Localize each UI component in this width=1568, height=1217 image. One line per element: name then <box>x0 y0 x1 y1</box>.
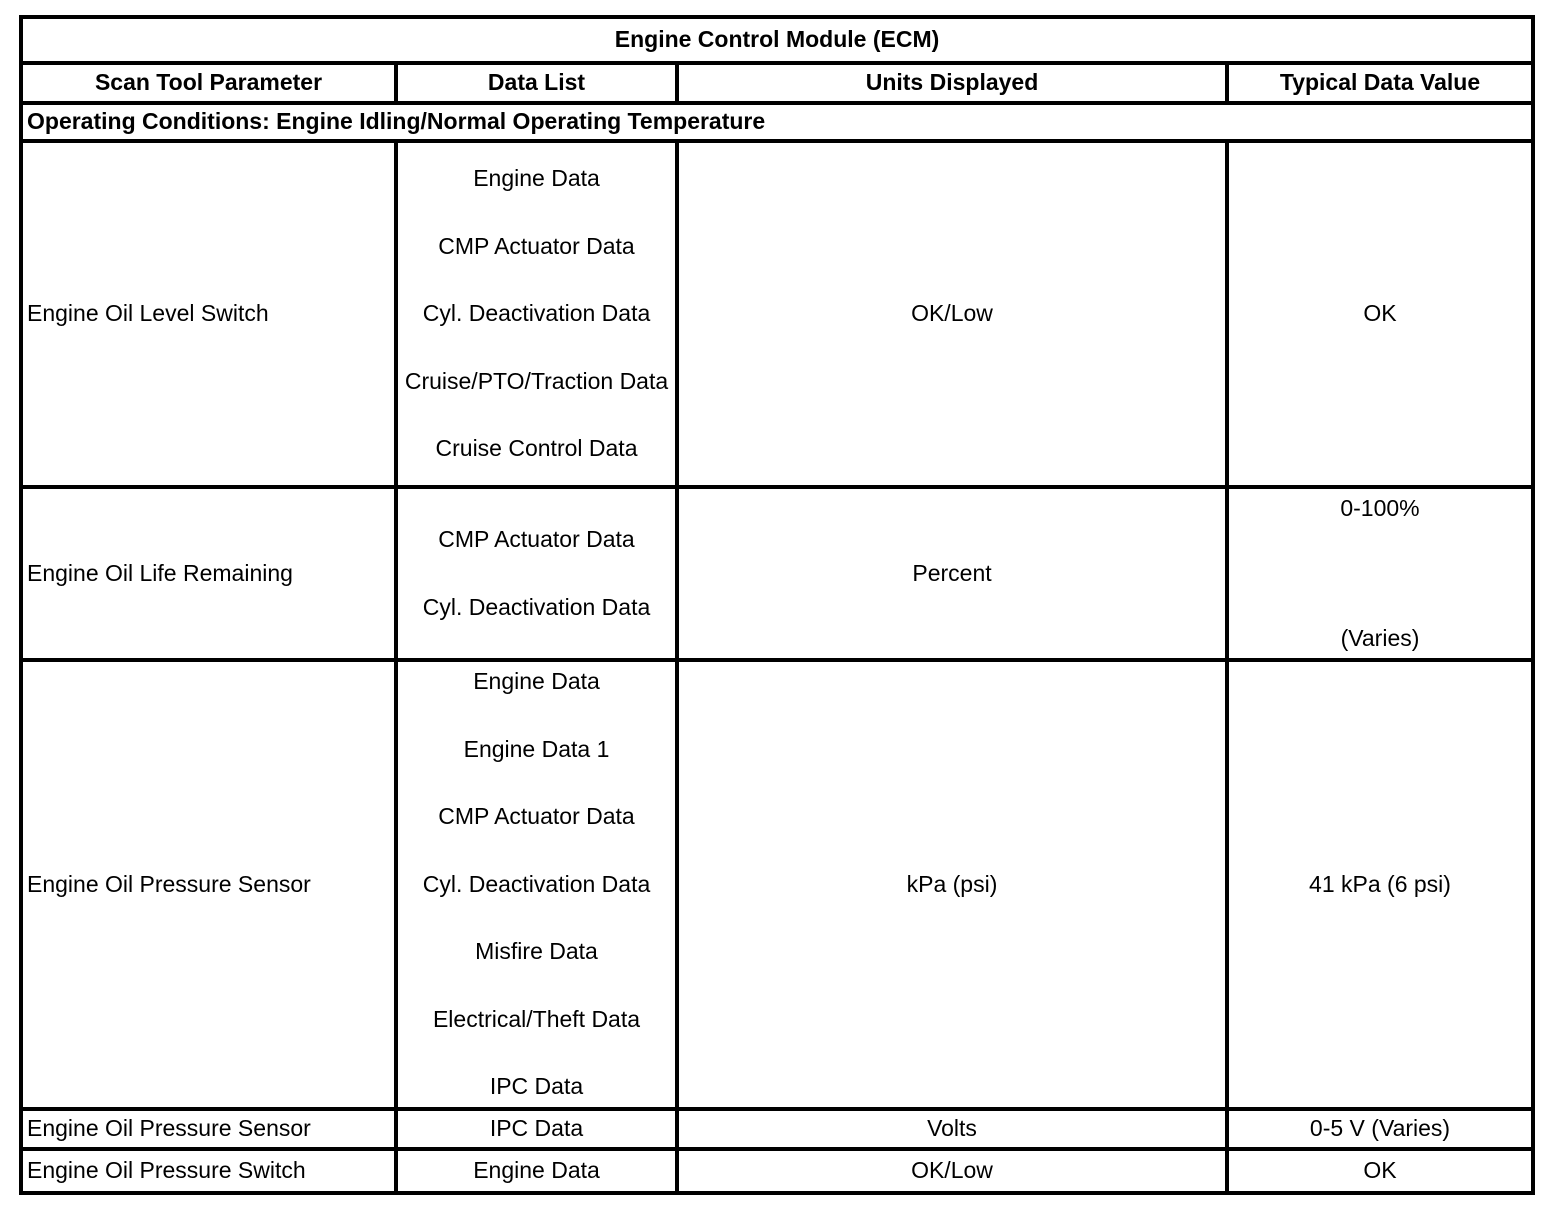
data-list-item: CMP Actuator Data <box>438 803 635 830</box>
cell-typical-value: 0-100% (Varies) <box>1224 485 1536 662</box>
data-list-item: Misfire Data <box>475 938 598 965</box>
typical-value-bottom: (Varies) <box>1340 624 1420 651</box>
cell-typical-value: 0-5 V (Varies) <box>1224 1107 1536 1151</box>
column-header-scan-tool-parameter: Scan Tool Parameter <box>19 61 398 105</box>
column-header-data-list: Data List <box>394 61 679 105</box>
cell-parameter: Engine Oil Pressure Switch <box>19 1147 398 1195</box>
cell-data-list: CMP Actuator Data Cyl. Deactivation Data <box>394 485 679 662</box>
typical-value-top: 0-100% <box>1340 494 1420 521</box>
data-list: Engine Data CMP Actuator Data Cyl. Deact… <box>400 165 673 463</box>
table-row: Engine Oil Pressure Sensor IPC Data Volt… <box>19 1107 1536 1151</box>
data-list-item: Cruise/PTO/Traction Data <box>404 367 669 394</box>
cell-data-list: Engine Data CMP Actuator Data Cyl. Deact… <box>394 139 679 489</box>
table-title: Engine Control Module (ECM) <box>18 15 1536 65</box>
data-list-item: IPC Data <box>489 1073 584 1100</box>
cell-typical-value: OK <box>1224 1147 1536 1195</box>
cell-parameter: Engine Oil Pressure Sensor <box>19 658 398 1111</box>
operating-conditions-row: Operating Conditions: Engine Idling/Norm… <box>18 101 1536 143</box>
operating-conditions-text: Operating Conditions: Engine Idling/Norm… <box>18 101 1536 143</box>
cell-units: Percent <box>675 485 1229 662</box>
data-list-item: Engine Data <box>473 165 600 192</box>
cell-typical-value: OK <box>1224 139 1536 489</box>
ecm-parameter-table: Engine Control Module (ECM) Scan Tool Pa… <box>18 15 1536 1195</box>
cell-data-list: Engine Data Engine Data 1 CMP Actuator D… <box>394 658 679 1111</box>
data-list-item: Electrical/Theft Data <box>432 1005 641 1032</box>
data-list: CMP Actuator Data Cyl. Deactivation Data <box>400 525 673 621</box>
data-list-item: Cyl. Deactivation Data <box>422 593 651 620</box>
table-header-row: Scan Tool Parameter Data List Units Disp… <box>19 61 1536 105</box>
cell-data-list: Engine Data <box>394 1147 679 1195</box>
data-list: Engine Data Engine Data 1 CMP Actuator D… <box>400 667 673 1101</box>
cell-units: OK/Low <box>675 139 1229 489</box>
cell-data-list: IPC Data <box>394 1107 679 1151</box>
data-list-item: Cyl. Deactivation Data <box>422 870 651 897</box>
table-row: Engine Oil Life Remaining CMP Actuator D… <box>19 485 1536 662</box>
cell-units: OK/Low <box>675 1147 1229 1195</box>
table-row: Engine Oil Pressure Sensor Engine Data E… <box>19 658 1536 1111</box>
cell-units: kPa (psi) <box>675 658 1229 1111</box>
data-list-item: CMP Actuator Data <box>438 525 635 552</box>
data-list-item: Engine Data 1 <box>463 735 610 762</box>
table-row: Engine Oil Pressure Switch Engine Data O… <box>19 1147 1536 1195</box>
cell-parameter: Engine Oil Life Remaining <box>19 485 398 662</box>
cell-units: Volts <box>675 1107 1229 1151</box>
table-row: Engine Oil Level Switch Engine Data CMP … <box>19 139 1536 489</box>
column-header-typical-data-value: Typical Data Value <box>1224 61 1536 105</box>
column-header-units-displayed: Units Displayed <box>675 61 1229 105</box>
data-list-item: CMP Actuator Data <box>438 232 635 259</box>
data-list-item: Cyl. Deactivation Data <box>422 300 651 327</box>
table-title-row: Engine Control Module (ECM) <box>18 15 1536 65</box>
data-list-item: Cruise Control Data <box>435 435 638 462</box>
cell-typical-value: 41 kPa (6 psi) <box>1224 658 1536 1111</box>
cell-parameter: Engine Oil Pressure Sensor <box>19 1107 398 1151</box>
cell-parameter: Engine Oil Level Switch <box>19 139 398 489</box>
data-list-item: Engine Data <box>473 667 600 694</box>
typical-value-range: 0-100% (Varies) <box>1231 493 1529 655</box>
